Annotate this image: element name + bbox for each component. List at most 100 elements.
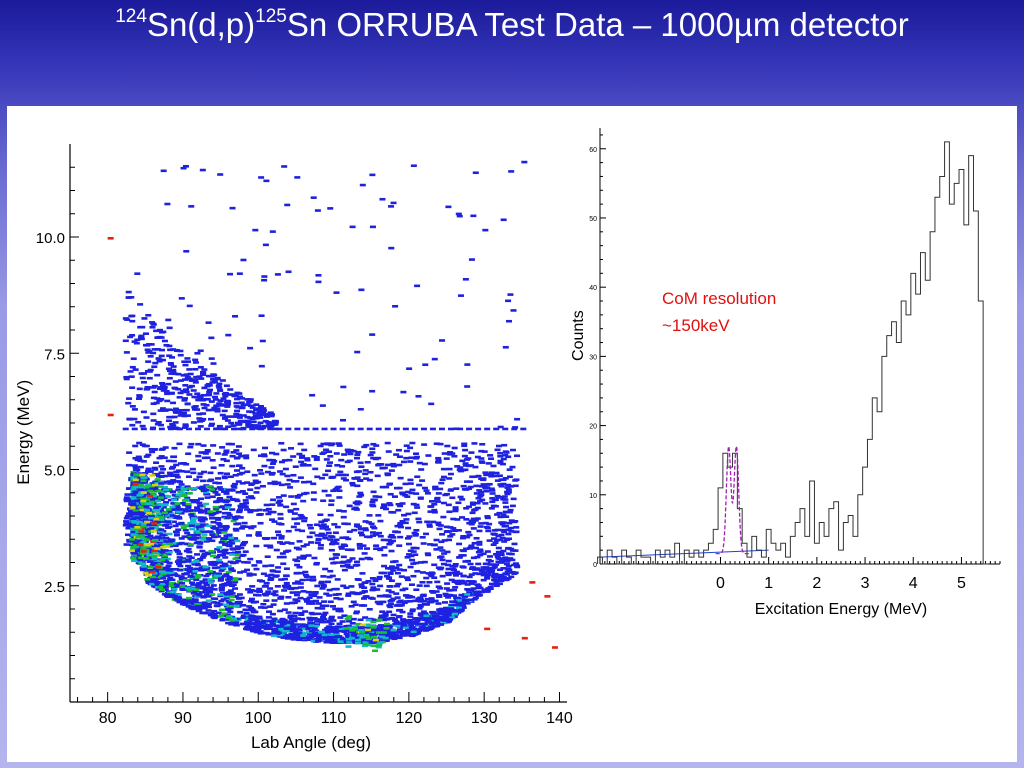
heatmap-cell [190, 471, 197, 475]
heatmap-cell [175, 522, 182, 526]
heatmap-cell [308, 593, 315, 597]
heatmap-cell [170, 520, 177, 524]
heatmap-cell [217, 173, 224, 176]
heatmap-cell [480, 571, 487, 574]
heatmap-cell [390, 462, 397, 466]
heatmap-cell [143, 510, 150, 513]
heatmap-cell [149, 321, 156, 324]
heatmap-cell [244, 403, 251, 406]
heatmap-cell [317, 444, 324, 448]
heatmap-cell [358, 465, 365, 469]
heatmap-cell [401, 632, 408, 636]
heatmap-cell [423, 489, 430, 492]
heatmap-cell [229, 553, 236, 556]
heatmap-cell [428, 625, 435, 628]
heatmap-cell [144, 520, 151, 524]
heatmap-cell [274, 585, 281, 588]
heatmap-cell [161, 511, 168, 515]
heatmap-cell [277, 470, 284, 473]
heatmap-cell [203, 540, 210, 543]
heatmap-cell [362, 616, 369, 619]
heatmap-cell [521, 636, 528, 640]
heatmap-cell [388, 549, 395, 553]
heatmap-cell [149, 553, 156, 556]
heatmap-cell [282, 586, 289, 589]
heatmap-cell [221, 511, 228, 515]
heatmap-cell [310, 482, 317, 486]
heatmap-cell [451, 529, 458, 533]
heatmap-cell [300, 590, 307, 593]
heatmap-cell [413, 457, 420, 460]
heatmap-cell [346, 565, 353, 569]
heatmap-cell [247, 404, 254, 408]
heatmap-cell [264, 574, 271, 577]
heatmap-cell [306, 480, 313, 484]
heatmap-cell [217, 561, 224, 564]
heatmap-cell [167, 427, 174, 431]
heatmap-cell [137, 505, 144, 509]
heatmap-cell [307, 618, 314, 622]
heatmap-cell [475, 427, 482, 431]
heatmap-cell [331, 587, 338, 591]
heatmap-cell [175, 562, 182, 566]
heatmap-cell [257, 521, 264, 525]
heatmap-cell [253, 491, 260, 494]
heatmap-cell [267, 546, 274, 549]
heatmap-cell [197, 541, 204, 544]
heatmap-cell [512, 426, 519, 429]
heatmap-cell [207, 581, 214, 584]
heatmap-cell [417, 612, 424, 615]
heatmap-cell [446, 477, 453, 480]
heatmap-cell [299, 515, 306, 519]
heatmap-cell [278, 483, 285, 487]
heatmap-cell [171, 587, 178, 591]
heatmap-cell [465, 457, 472, 460]
heatmap-cell [224, 537, 231, 541]
heatmap-cell [332, 553, 339, 556]
heatmap-cell [454, 579, 461, 583]
heatmap-cell [196, 417, 203, 420]
heatmap-cell [159, 407, 166, 410]
heatmap-cell [503, 505, 510, 509]
heatmap-cell [504, 547, 511, 550]
heatmap-cell [175, 528, 182, 532]
heatmap-cell [173, 348, 180, 352]
heatmap-cell [198, 377, 205, 380]
heatmap-cell [142, 571, 149, 575]
heatmap-cell [336, 496, 343, 499]
heatmap-cell [257, 454, 264, 457]
heatmap-cell [497, 483, 504, 486]
heatmap-cell [381, 564, 388, 568]
heatmap-cell [151, 365, 158, 369]
heatmap-cell [442, 613, 449, 617]
heatmap-cell [461, 444, 468, 448]
heatmap-cell [445, 596, 452, 599]
heatmap-cell [338, 636, 345, 640]
heatmap-cell [375, 463, 382, 467]
heatmap-cell [407, 615, 414, 618]
heatmap-cell [225, 488, 232, 492]
heatmap-cell [151, 539, 158, 542]
heatmap-cell [471, 475, 478, 479]
heatmap-cell [322, 637, 329, 640]
heatmap-cell [392, 630, 399, 633]
heatmap-cell [403, 576, 410, 579]
heatmap-cell [168, 415, 175, 419]
heatmap-cell [493, 471, 500, 475]
heatmap-cell [204, 397, 211, 401]
heatmap-cell [340, 555, 347, 559]
heatmap-cell [319, 532, 326, 536]
heatmap-cell [191, 571, 198, 575]
heatmap-cell [181, 494, 188, 498]
heatmap-cell [145, 545, 152, 548]
heatmap-cell [328, 548, 335, 552]
heatmap-cell [206, 590, 213, 594]
heatmap-cell [478, 493, 485, 496]
heatmap-cell [444, 550, 451, 554]
heatmap-cell [239, 397, 246, 400]
heatmap-cell [336, 622, 343, 626]
heatmap-cell [500, 478, 507, 482]
heatmap-cell [154, 547, 161, 550]
heatmap-cell [498, 496, 505, 499]
